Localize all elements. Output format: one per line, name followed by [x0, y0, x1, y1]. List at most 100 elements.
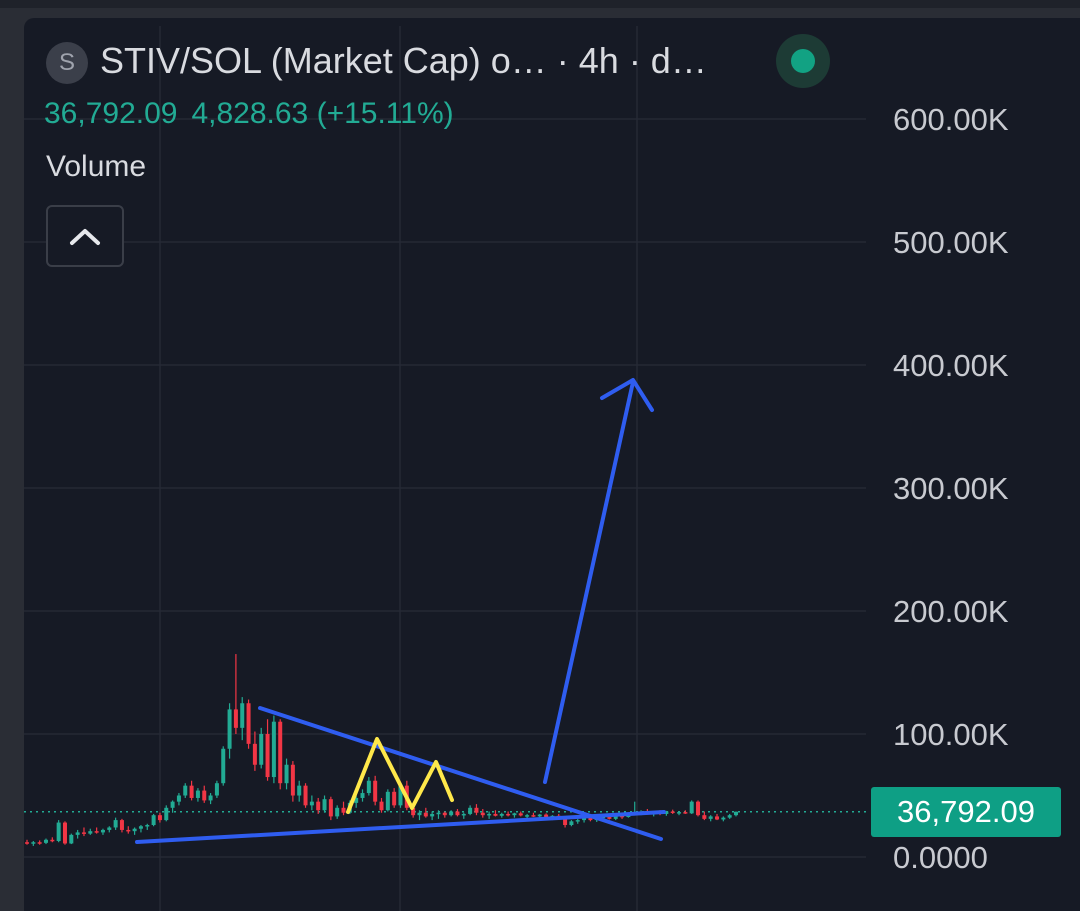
candle [493, 810, 498, 817]
chart-title[interactable]: STIV/SOL (Market Cap) o… · 4h · d… [100, 40, 707, 81]
candle [88, 828, 93, 835]
candle [233, 654, 238, 734]
candle [366, 777, 371, 796]
last-price-tag: 36,792.09 [871, 787, 1061, 837]
candle [499, 812, 504, 818]
candle [94, 827, 99, 834]
candle [157, 812, 162, 823]
candle [689, 800, 694, 814]
candle [449, 810, 454, 817]
candle [341, 801, 346, 816]
candle [43, 838, 48, 845]
candle [480, 809, 485, 818]
candle [373, 775, 378, 806]
candle [297, 780, 302, 802]
price-axis: 0.0000 100.00K 200.00K 300.00K 400.00K 500.00… [893, 102, 1009, 875]
ascending-support-line [135, 810, 666, 844]
double-top-zigzag [346, 737, 454, 814]
candle [107, 826, 112, 833]
candle [31, 841, 36, 846]
candle [683, 810, 688, 814]
candle [25, 839, 29, 845]
candle [62, 821, 67, 845]
descending-resistance-line [258, 706, 663, 841]
candle [284, 758, 289, 790]
candle [303, 783, 308, 808]
candle [335, 805, 340, 819]
candle [309, 795, 314, 811]
candle [474, 804, 479, 816]
candle [708, 815, 713, 822]
candle [354, 795, 359, 808]
y-tick-label: 500.00K [893, 225, 1009, 260]
candle [126, 826, 131, 834]
candle [183, 783, 188, 798]
top-strip [0, 0, 1080, 8]
candle [119, 818, 124, 833]
candle [214, 780, 219, 798]
candle [461, 812, 466, 819]
candle [37, 840, 42, 845]
candle [132, 827, 137, 835]
status-dot-icon [791, 49, 815, 73]
candle [50, 837, 55, 843]
y-tick-label: 400.00K [893, 348, 1009, 383]
candle [221, 746, 226, 786]
candle [170, 800, 175, 813]
candle [113, 817, 118, 830]
candle [176, 793, 181, 806]
symbol-icon[interactable]: S [46, 42, 88, 84]
candle [468, 805, 473, 816]
candle [569, 820, 574, 827]
candle [721, 816, 726, 822]
candle [259, 727, 264, 769]
candle [727, 813, 732, 819]
candle [670, 809, 675, 814]
candle [290, 761, 295, 802]
candle [702, 811, 707, 821]
candle [696, 800, 701, 817]
candle [138, 825, 143, 833]
grid-layer [24, 26, 866, 911]
price-legend: 36,792.09 4,828.63 (+15.11%) [44, 97, 468, 131]
price-change: 4,828.63 (+15.11%) [191, 97, 454, 130]
y-tick-label: 600.00K [893, 102, 1009, 137]
y-tick-label: 100.00K [893, 717, 1009, 752]
chart-panel [24, 18, 1080, 911]
candle [189, 780, 194, 801]
candle [227, 703, 232, 759]
candle [145, 823, 150, 830]
candle [164, 805, 169, 822]
candle [100, 828, 105, 835]
market-status-indicator[interactable] [776, 34, 830, 88]
candle [246, 699, 251, 749]
candle [575, 818, 580, 824]
candle [202, 785, 207, 803]
candle [69, 833, 74, 845]
candle [677, 811, 682, 816]
candle [715, 813, 720, 821]
candle [430, 811, 435, 821]
candle [322, 795, 327, 813]
collapse-indicators-button[interactable] [46, 205, 124, 267]
candle [442, 811, 447, 818]
candle [271, 715, 276, 784]
candle [506, 811, 511, 817]
candle [531, 812, 536, 818]
candle [151, 813, 156, 827]
y-tick-label: 300.00K [893, 471, 1009, 506]
drawing-layer [135, 378, 666, 844]
candle [664, 810, 669, 816]
candle [734, 811, 738, 817]
breakout-arrow-icon [543, 378, 654, 784]
volume-indicator-label[interactable]: Volume [46, 150, 147, 183]
candle [392, 788, 397, 808]
candle [240, 697, 245, 741]
candle [278, 719, 283, 790]
candle [328, 796, 333, 821]
candle [195, 788, 200, 802]
y-tick-label: 0.0000 [893, 840, 988, 875]
candle [265, 719, 270, 781]
last-value: 36,792.09 [44, 97, 178, 130]
